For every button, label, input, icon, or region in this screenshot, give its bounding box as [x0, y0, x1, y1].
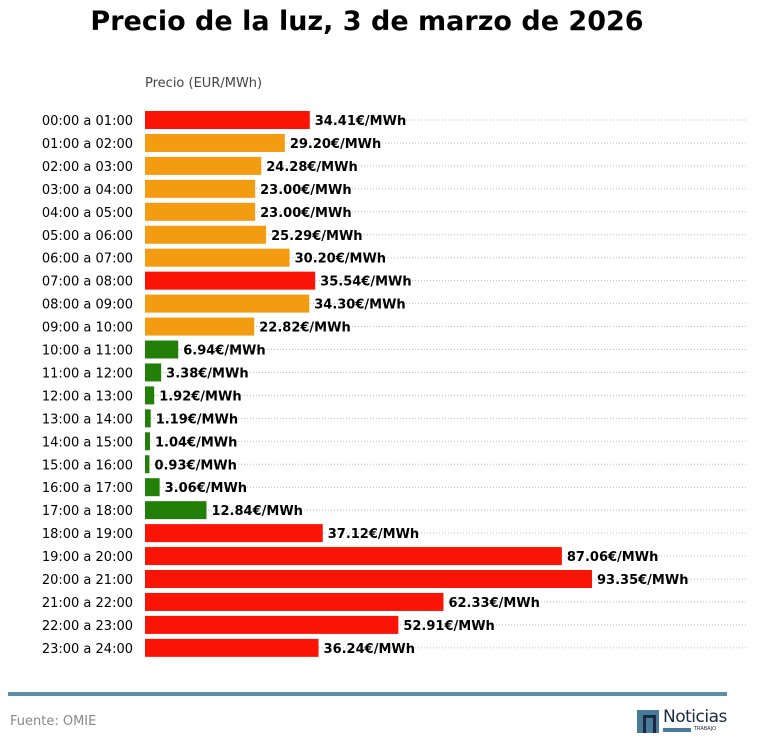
bar — [145, 570, 592, 588]
category-label: 16:00 a 17:00 — [42, 481, 133, 496]
logo-name: Noticias — [663, 707, 727, 727]
bar — [145, 432, 150, 451]
category-label: 01:00 a 02:00 — [42, 137, 133, 152]
chart-title: Precio de la luz, 3 de marzo de 2026 — [90, 6, 644, 37]
bar-chart: Precio (EUR/MWh) 00:00 a 01:00 34.41€/MWh 0… — [42, 76, 748, 657]
bar — [145, 317, 255, 336]
data-label: 0.93€/MWh — [154, 458, 236, 473]
bar — [145, 592, 444, 611]
data-label: 87.06€/MWh — [567, 550, 658, 565]
category-label: 14:00 a 15:00 — [42, 435, 133, 450]
data-label: 30.20€/MWh — [295, 252, 386, 267]
bar — [145, 271, 316, 290]
bar — [145, 455, 150, 474]
logo-icon — [637, 710, 659, 733]
bar — [145, 340, 179, 359]
bar — [145, 202, 256, 221]
data-label: 93.35€/MWh — [597, 573, 688, 588]
category-label: 06:00 a 07:00 — [42, 252, 133, 267]
data-label: 36.24€/MWh — [324, 642, 415, 657]
category-label: 11:00 a 12:00 — [42, 366, 133, 381]
bar — [145, 248, 290, 267]
data-label: 29.20€/MWh — [290, 137, 381, 152]
category-label: 08:00 a 09:00 — [42, 298, 133, 313]
data-label: 6.94€/MWh — [183, 344, 265, 359]
bar — [145, 294, 310, 313]
footer-divider — [8, 692, 727, 696]
logo-sub: TRABAJO — [694, 726, 717, 732]
category-label: 02:00 a 03:00 — [42, 160, 133, 175]
data-label: 1.19€/MWh — [156, 412, 238, 427]
noticias-trabajo-logo: Noticias TRABAJO — [637, 707, 729, 735]
bar — [145, 156, 262, 175]
bar — [145, 386, 155, 405]
category-label: 19:00 a 20:00 — [42, 550, 133, 565]
data-label: 23.00€/MWh — [260, 183, 351, 198]
category-label: 18:00 a 19:00 — [42, 527, 133, 542]
data-label: 24.28€/MWh — [266, 160, 357, 175]
bar — [145, 409, 151, 428]
bar — [145, 179, 256, 198]
category-label: 04:00 a 05:00 — [42, 206, 133, 221]
category-label: 23:00 a 24:00 — [42, 642, 133, 657]
category-label: 13:00 a 14:00 — [42, 412, 133, 427]
data-label: 37.12€/MWh — [328, 527, 419, 542]
category-label: 07:00 a 08:00 — [42, 275, 133, 290]
bar — [145, 225, 267, 244]
category-label: 17:00 a 18:00 — [42, 504, 133, 519]
category-label: 15:00 a 16:00 — [42, 458, 133, 473]
source-note: Fuente: OMIE — [10, 714, 97, 729]
bar — [145, 478, 160, 497]
bar — [145, 363, 162, 382]
category-label: 22:00 a 23:00 — [42, 619, 133, 634]
category-label: 10:00 a 11:00 — [42, 344, 133, 359]
logo-bar — [663, 728, 691, 732]
data-label: 35.54€/MWh — [320, 275, 411, 290]
data-label: 22.82€/MWh — [259, 321, 350, 336]
category-label: 00:00 a 01:00 — [42, 114, 133, 129]
bar — [145, 524, 323, 543]
x-axis-label: Precio (EUR/MWh) — [145, 76, 262, 91]
bar — [145, 615, 399, 634]
data-label: 34.30€/MWh — [314, 298, 405, 313]
category-label: 09:00 a 10:00 — [42, 321, 133, 336]
data-label: 3.38€/MWh — [166, 366, 248, 381]
bar — [145, 111, 310, 129]
data-label: 62.33€/MWh — [448, 596, 539, 611]
data-label: 1.04€/MWh — [155, 435, 237, 450]
data-label: 1.92€/MWh — [159, 389, 241, 404]
bar — [145, 501, 207, 520]
data-label: 23.00€/MWh — [260, 206, 351, 221]
data-label: 34.41€/MWh — [315, 114, 406, 129]
category-label: 05:00 a 06:00 — [42, 229, 133, 244]
category-label: 12:00 a 13:00 — [42, 389, 133, 404]
category-label: 21:00 a 22:00 — [42, 596, 133, 611]
bar — [145, 133, 285, 152]
category-label: 20:00 a 21:00 — [42, 573, 133, 588]
bar — [145, 547, 562, 566]
data-label: 12.84€/MWh — [211, 504, 302, 519]
bar — [145, 638, 319, 657]
data-label: 25.29€/MWh — [271, 229, 362, 244]
data-label: 3.06€/MWh — [165, 481, 247, 496]
data-label: 52.91€/MWh — [403, 619, 494, 634]
category-label: 03:00 a 04:00 — [42, 183, 133, 198]
